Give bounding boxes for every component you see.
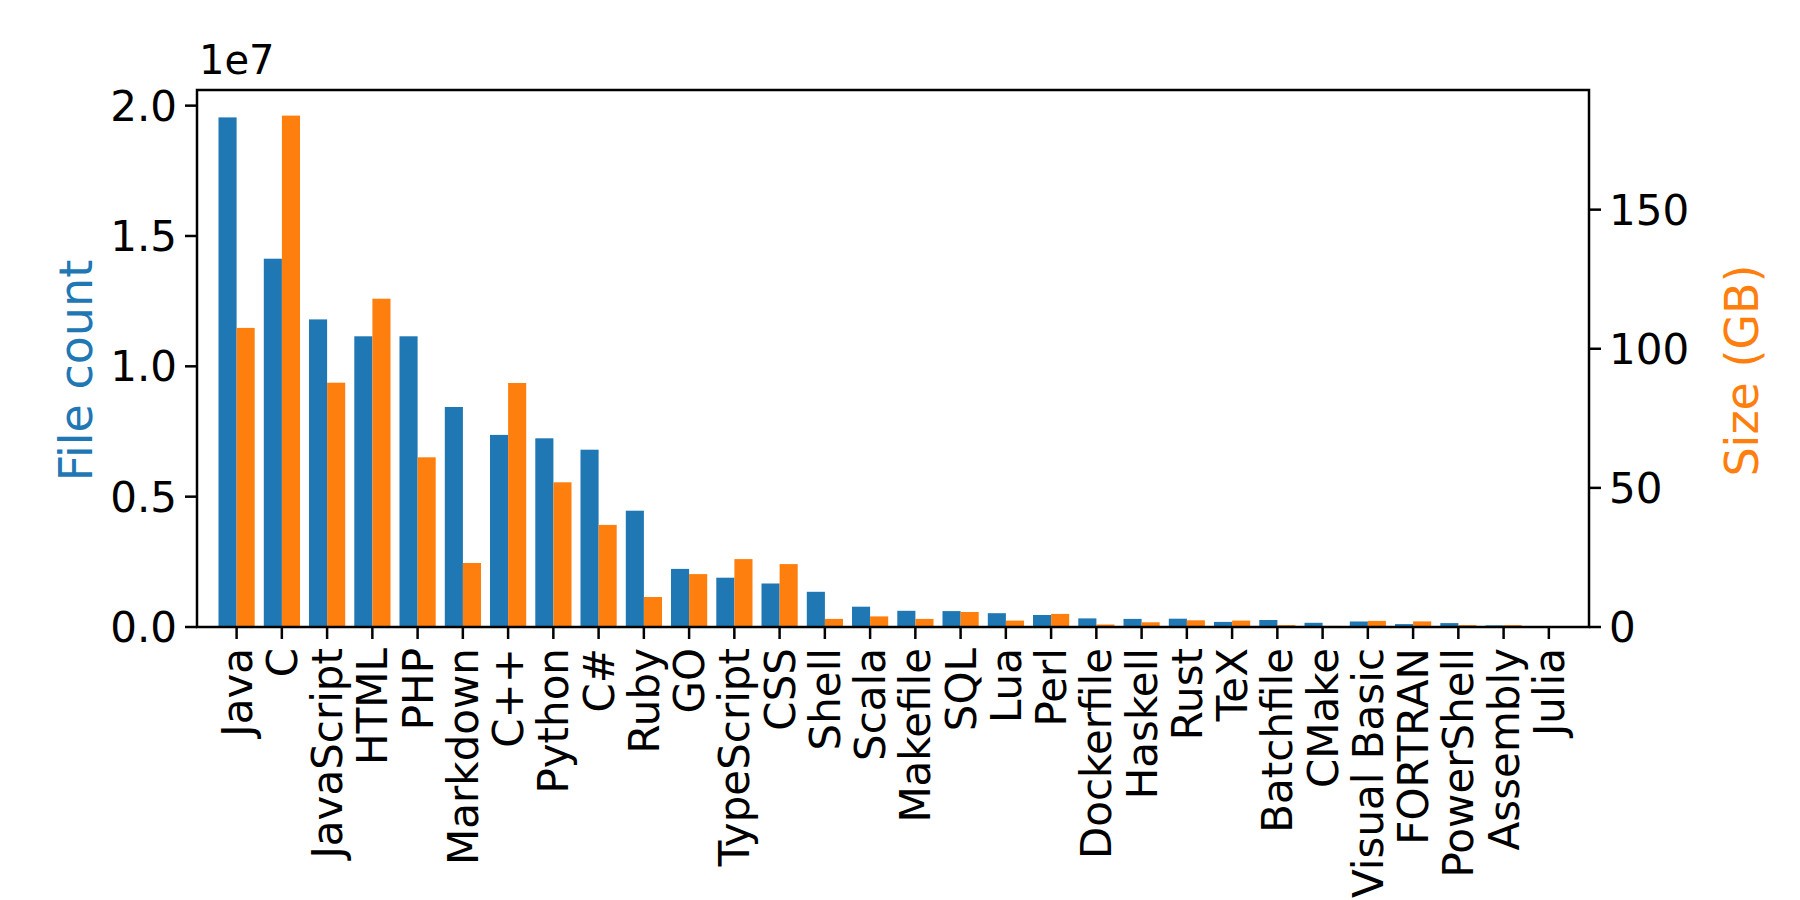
- bar-file-count-markdown: [445, 407, 463, 627]
- bar-file-count-scala: [852, 607, 870, 627]
- chart-canvas: 0.00.51.01.52.0050100150JavaCJavaScriptH…: [0, 0, 1800, 900]
- bar-size-c: [282, 116, 300, 627]
- x-tick-label-c-: C#: [575, 648, 624, 713]
- x-tick-label-dockerfile: Dockerfile: [1072, 648, 1121, 859]
- bar-file-count-c-: [490, 435, 508, 627]
- bar-size-javascript: [327, 383, 345, 627]
- bar-size-sql: [961, 612, 979, 627]
- bar-size-go: [689, 574, 707, 627]
- x-tick-label-cmake: CMake: [1299, 648, 1348, 788]
- bar-size-css: [780, 564, 798, 627]
- bar-size-c-: [508, 383, 526, 627]
- right-tick-label: 100: [1609, 325, 1689, 374]
- left-tick-label: 1.0: [110, 342, 177, 391]
- x-tick-label-javascript: JavaScript: [303, 648, 352, 862]
- x-tick-label-batchfile: Batchfile: [1253, 648, 1302, 833]
- x-tick-label-python: Python: [529, 648, 578, 794]
- bar-file-count-go: [671, 569, 689, 627]
- left-tick-label: 1.5: [110, 212, 177, 261]
- x-tick-label-markdown: Markdown: [439, 648, 488, 865]
- left-tick-label: 0.0: [110, 603, 177, 652]
- bar-file-count-sql: [943, 611, 961, 627]
- bar-size-perl: [1051, 614, 1069, 627]
- bar-size-typescript: [734, 559, 752, 627]
- bar-size-python: [553, 482, 571, 627]
- left-axis-offset-text: 1e7: [199, 37, 275, 83]
- x-tick-label-visual-basic: Visual Basic: [1344, 648, 1393, 898]
- bar-file-count-dockerfile: [1078, 618, 1096, 627]
- x-tick-label-haskell: Haskell: [1118, 648, 1167, 799]
- x-tick-label-tex: TeX: [1208, 648, 1257, 722]
- right-tick-label: 0: [1609, 603, 1636, 652]
- x-tick-label-typescript: TypeScript: [710, 648, 759, 867]
- bar-file-count-c-: [581, 450, 599, 627]
- x-tick-label-java: Java: [213, 648, 262, 740]
- x-tick-label-go: GO: [665, 648, 714, 714]
- bar-file-count-ruby: [626, 511, 644, 627]
- x-tick-label-perl: Perl: [1027, 648, 1076, 727]
- x-tick-label-shell: Shell: [801, 648, 850, 750]
- bar-size-markdown: [463, 563, 481, 627]
- bar-size-scala: [870, 616, 888, 627]
- x-tick-label-julia: Julia: [1525, 648, 1574, 739]
- bar-file-count-shell: [807, 592, 825, 627]
- right-tick-label: 150: [1609, 186, 1689, 235]
- bar-file-count-java: [219, 117, 237, 627]
- bar-file-count-php: [400, 336, 418, 627]
- x-tick-label-c: C: [258, 648, 307, 677]
- bar-file-count-typescript: [716, 578, 734, 627]
- x-tick-label-ruby: Ruby: [620, 648, 669, 753]
- x-tick-label-assembly: Assembly: [1480, 648, 1529, 850]
- bar-file-count-html: [354, 336, 372, 627]
- left-tick-label: 2.0: [110, 82, 177, 131]
- bar-file-count-makefile: [897, 611, 915, 627]
- left-tick-label: 0.5: [110, 473, 177, 522]
- x-tick-label-php: PHP: [394, 648, 443, 730]
- bar-file-count-python: [535, 438, 553, 627]
- bar-size-html: [372, 299, 390, 627]
- bar-file-count-c: [264, 259, 282, 627]
- x-tick-label-rust: Rust: [1163, 648, 1212, 740]
- x-tick-label-fortran: FORTRAN: [1389, 648, 1438, 845]
- bar-size-c-: [599, 525, 617, 627]
- bar-size-php: [418, 457, 436, 627]
- x-tick-label-scala: Scala: [846, 648, 895, 761]
- x-tick-label-lua: Lua: [982, 648, 1031, 723]
- bar-file-count-perl: [1033, 615, 1051, 627]
- x-tick-label-html: HTML: [348, 647, 397, 764]
- x-tick-label-sql: SQL: [937, 647, 986, 731]
- bar-size-ruby: [644, 597, 662, 627]
- bar-file-count-css: [762, 584, 780, 628]
- x-tick-label-makefile: Makefile: [891, 648, 940, 823]
- y-axis-label-left: File count: [49, 260, 103, 481]
- bar-size-java: [237, 328, 255, 627]
- y-axis-label-right: Size (GB): [1715, 264, 1769, 476]
- bar-file-count-lua: [988, 613, 1006, 627]
- bar-file-count-javascript: [309, 319, 327, 627]
- right-tick-label: 50: [1609, 464, 1662, 513]
- x-tick-label-powershell: PowerShell: [1434, 648, 1483, 877]
- x-tick-label-c-: C++: [484, 648, 533, 748]
- x-tick-label-css: CSS: [756, 648, 805, 731]
- chart-figure: 0.00.51.01.52.0050100150JavaCJavaScriptH…: [0, 0, 1800, 900]
